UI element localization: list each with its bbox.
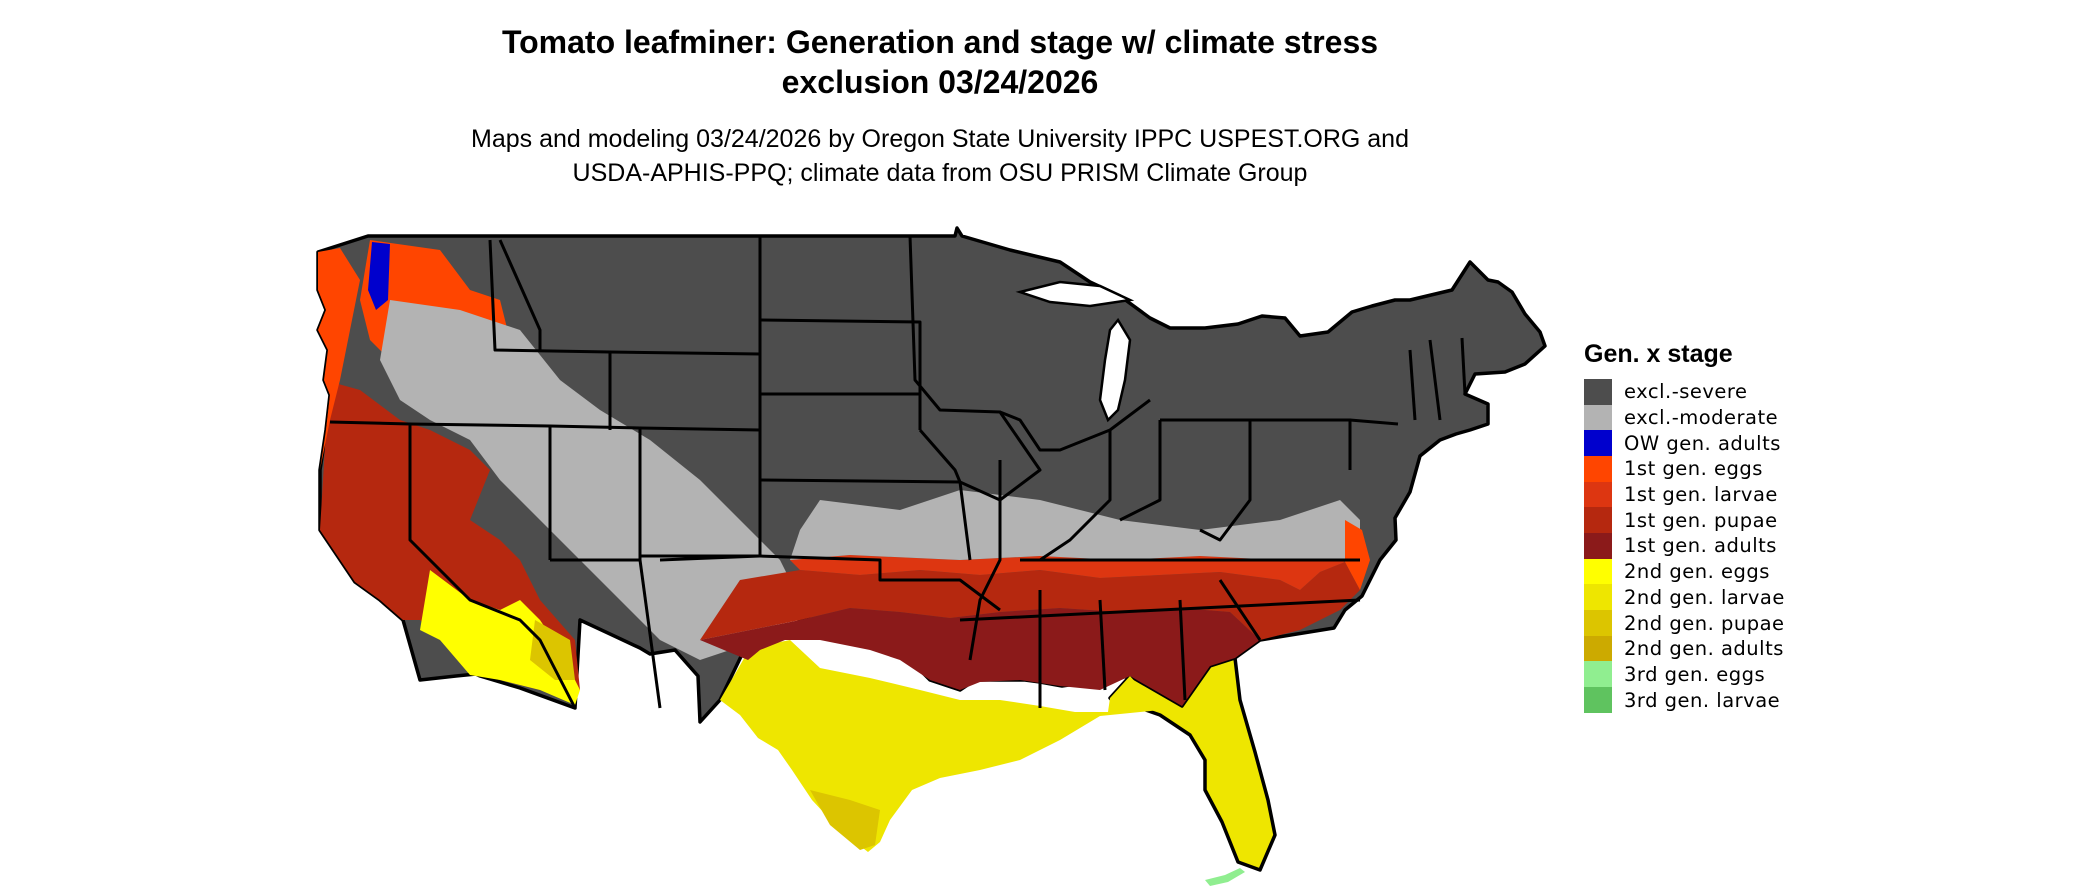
southwest-2nd-gen xyxy=(420,570,580,705)
legend-title: Gen. x stage xyxy=(1584,340,1733,368)
texas-coast-pupae xyxy=(810,790,880,850)
arizona-pupae xyxy=(530,620,575,680)
southeast-adults-band xyxy=(700,608,1260,706)
legend-item: excl.-severe xyxy=(1584,378,1785,405)
legend-item: 2nd gen. eggs xyxy=(1584,558,1785,585)
legend-label: 2nd gen. pupae xyxy=(1624,611,1785,635)
legend-swatch xyxy=(1584,532,1612,559)
legend-item: 1st gen. pupae xyxy=(1584,507,1785,534)
map-subtitle-line2: USDA-APHIS-PPQ; climate data from OSU PR… xyxy=(572,159,1308,187)
legend-swatch xyxy=(1584,481,1612,508)
legend-item: OW gen. adults xyxy=(1584,430,1785,457)
lake-superior xyxy=(1015,280,1135,308)
pacific-coast-eggs xyxy=(318,248,360,470)
legend-swatch xyxy=(1584,661,1612,688)
legend-item: 2nd gen. adults xyxy=(1584,635,1785,662)
legend-swatch xyxy=(1584,635,1612,662)
florida-keys-3rd-gen xyxy=(1205,868,1245,886)
map-title-line2: exclusion 03/24/2026 xyxy=(781,64,1099,100)
map-subtitle-line1: Maps and modeling 03/24/2026 by Oregon S… xyxy=(471,125,1409,153)
legend-label: 2nd gen. adults xyxy=(1624,637,1784,661)
legend-label: 1st gen. adults xyxy=(1624,534,1777,558)
legend-swatch xyxy=(1584,507,1612,534)
intermountain-moderate xyxy=(380,300,800,660)
legend-label: 3rd gen. eggs xyxy=(1624,662,1766,686)
legend-item: 1st gen. adults xyxy=(1584,532,1785,559)
legend-swatch xyxy=(1584,584,1612,611)
legend-item: 3rd gen. eggs xyxy=(1584,661,1785,688)
washington-ow-adults xyxy=(368,242,390,310)
legend-item: 2nd gen. larvae xyxy=(1584,584,1785,611)
legend-swatch xyxy=(1584,404,1612,431)
legend-label: excl.-severe xyxy=(1624,380,1748,404)
map-title-line1: Tomato leafminer: Generation and stage w… xyxy=(501,24,1379,60)
legend-label: OW gen. adults xyxy=(1624,431,1781,455)
legend-swatch xyxy=(1584,687,1612,714)
legend-item: 1st gen. eggs xyxy=(1584,455,1785,482)
legend-label: 2nd gen. eggs xyxy=(1624,560,1770,584)
legend-swatch xyxy=(1584,455,1612,482)
southeast-larvae-band xyxy=(790,555,1345,590)
legend-swatch xyxy=(1584,378,1612,405)
legend-label: 1st gen. pupae xyxy=(1624,508,1778,532)
legend-swatch xyxy=(1584,610,1612,637)
legend-label: 3rd gen. larvae xyxy=(1624,688,1781,712)
southeast-pupae-band xyxy=(700,562,1360,640)
central-moderate-belt xyxy=(790,490,1360,560)
legend-label: 1st gen. eggs xyxy=(1624,457,1763,481)
legend-swatch xyxy=(1584,558,1612,585)
legend-item: 3rd gen. larvae xyxy=(1584,687,1785,714)
legend-label: 1st gen. larvae xyxy=(1624,483,1778,507)
us-map xyxy=(316,226,1547,886)
legend-item: 2nd gen. pupae xyxy=(1584,610,1785,637)
legend-items: excl.-severe excl.-moderate OW gen. adults… xyxy=(1584,378,1785,714)
atlantic-coast-eggs xyxy=(1345,520,1370,590)
map-title: Tomato leafminer: Generation and stage w… xyxy=(0,22,1880,102)
legend-item: 1st gen. larvae xyxy=(1584,481,1785,508)
legend-label: excl.-moderate xyxy=(1624,406,1779,430)
map-legend: Gen. x stage excl.-severe excl.-moderate O… xyxy=(1584,340,1785,714)
legend-item: excl.-moderate xyxy=(1584,404,1785,431)
legend-swatch xyxy=(1584,430,1612,457)
state-borders xyxy=(329,235,1467,709)
map-subtitle: Maps and modeling 03/24/2026 by Oregon S… xyxy=(0,122,1880,190)
lake-michigan xyxy=(1098,317,1132,423)
legend-label: 2nd gen. larvae xyxy=(1624,585,1785,609)
